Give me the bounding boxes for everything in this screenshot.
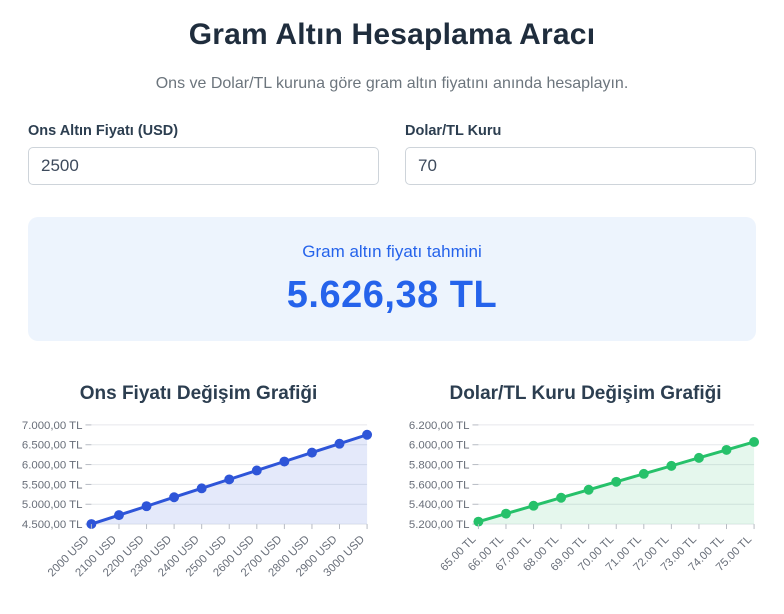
ons-price-field-group: Ons Altın Fiyatı (USD) <box>28 123 379 185</box>
page-title: Gram Altın Hesaplama Aracı <box>188 18 596 51</box>
svg-text:5.200,00 TL: 5.200,00 TL <box>409 519 470 531</box>
svg-text:6.200,00 TL: 6.200,00 TL <box>409 420 470 432</box>
svg-text:7.000,00 TL: 7.000,00 TL <box>22 420 83 432</box>
svg-text:5.000,00 TL: 5.000,00 TL <box>22 499 83 511</box>
svg-text:6.000,00 TL: 6.000,00 TL <box>409 440 470 452</box>
svg-text:4.500,00 TL: 4.500,00 TL <box>22 519 83 531</box>
svg-text:6.500,00 TL: 6.500,00 TL <box>22 440 83 452</box>
gram-gold-calculator-page: Gram Altın Hesaplama Aracı Ons ve Dolar/… <box>0 18 784 614</box>
usd-try-chart-block: Dolar/TL Kuru Değişim Grafiği 5.200,00 T… <box>407 383 764 611</box>
ons-price-input[interactable] <box>28 147 379 185</box>
svg-text:5.500,00 TL: 5.500,00 TL <box>22 479 83 491</box>
page-subtitle: Ons ve Dolar/TL kuruna göre gram altın f… <box>155 75 629 92</box>
usd-try-field-group: Dolar/TL Kuru <box>405 123 756 185</box>
result-label: Gram altın fiyatı tahmini <box>302 242 482 261</box>
result-card: Gram altın fiyatı tahmini 5.626,38 TL <box>28 217 756 341</box>
usd-try-chart-title: Dolar/TL Kuru Değişim Grafiği <box>449 383 722 404</box>
inputs-row: Ons Altın Fiyatı (USD) Dolar/TL Kuru <box>0 123 784 185</box>
svg-text:5.600,00 TL: 5.600,00 TL <box>409 479 470 491</box>
svg-text:6.000,00 TL: 6.000,00 TL <box>22 460 83 472</box>
ons-chart: 4.500,00 TL 5.000,00 TL 5.500,00 TL 6.000,0… <box>22 420 373 579</box>
ons-chart-title: Ons Fiyatı Değişim Grafiği <box>79 383 318 404</box>
usd-try-label: Dolar/TL Kuru <box>405 123 502 139</box>
svg-text:5.800,00 TL: 5.800,00 TL <box>409 460 470 472</box>
ons-chart-block: Ons Fiyatı Değişim Grafiği 4.500,00 TL 5.… <box>20 383 377 611</box>
ons-price-label: Ons Altın Fiyatı (USD) <box>28 123 179 139</box>
result-value: 5.626,38 TL <box>286 274 498 316</box>
usd-try-chart: 5.200,00 TL 5.400,00 TL 5.600,00 TL 5.800,0… <box>409 420 760 574</box>
usd-try-input[interactable] <box>405 147 756 185</box>
charts-row: Ons Fiyatı Değişim Grafiği 4.500,00 TL 5.… <box>0 383 784 611</box>
svg-text:5.400,00 TL: 5.400,00 TL <box>409 499 470 511</box>
